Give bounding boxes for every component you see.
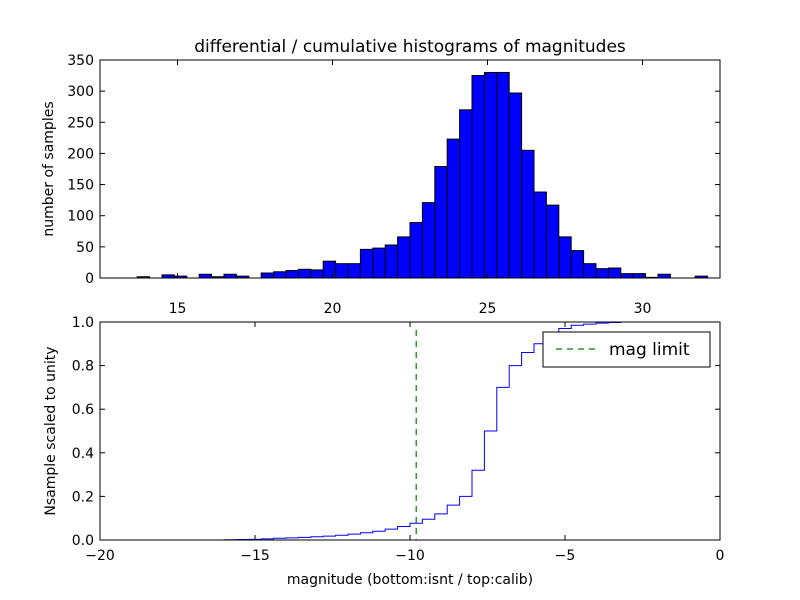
- histogram-bar: [533, 191, 547, 279]
- histogram-bar: [521, 149, 535, 279]
- bottom-y-tick-label: 1.0: [72, 315, 94, 331]
- histogram-bar: [285, 270, 299, 279]
- legend-entry-mag-limit: mag limit: [609, 340, 690, 360]
- top-y-tick-label: 200: [67, 146, 94, 162]
- histogram-bar: [372, 247, 386, 279]
- bottom-x-tick-label: −15: [240, 548, 270, 564]
- top-y-tick-label: 300: [67, 84, 94, 100]
- top-y-tick-label: 100: [67, 209, 94, 225]
- bottom-y-tick-label: 0.6: [72, 402, 94, 418]
- histogram-bar: [347, 263, 361, 279]
- histogram-bar: [558, 236, 572, 279]
- histogram-bar: [434, 166, 448, 279]
- cumulative-step-line: [100, 321, 721, 541]
- bottom-plot-frame: [99, 321, 721, 541]
- histogram-bar: [322, 260, 337, 279]
- histogram-bar: [384, 244, 399, 279]
- histogram-bar: [223, 273, 237, 279]
- histogram-bar: [260, 272, 275, 279]
- histogram-bar: [620, 273, 634, 279]
- histogram-bar: [570, 250, 585, 279]
- bottom-y-tick-label: 0.4: [72, 446, 94, 462]
- histogram-bar: [446, 138, 461, 279]
- top-y-tick-label: 50: [76, 240, 94, 256]
- histogram-bar: [409, 222, 423, 279]
- histogram-bar: [421, 202, 436, 279]
- histogram-bar: [632, 273, 647, 279]
- histogram-bars: [136, 71, 709, 279]
- histogram-bar: [459, 109, 473, 279]
- bottom-x-tick-label: −5: [555, 548, 576, 564]
- bottom-x-tick-label: −20: [85, 548, 115, 564]
- top-y-tick-label: 0: [85, 271, 94, 287]
- top-y-tick-label: 150: [67, 178, 94, 194]
- legend: mag limit: [542, 331, 711, 368]
- histogram-bar: [397, 236, 411, 279]
- histogram-bar: [607, 267, 622, 279]
- histogram-bar: [508, 92, 523, 279]
- top-x-tick-label: 20: [324, 301, 342, 317]
- histogram-bar: [496, 71, 510, 279]
- top-y-tick-label: 350: [67, 53, 94, 69]
- histogram-bar: [273, 271, 287, 279]
- bottom-y-tick-label: 0.0: [72, 533, 94, 549]
- top-histogram-panel: differential / cumulative histograms of …: [41, 37, 721, 317]
- top-x-tick-label: 30: [634, 301, 652, 317]
- bottom-y-tick-label: 0.8: [72, 359, 94, 375]
- histogram-bar: [359, 248, 374, 279]
- bottom-x-axis-label: magnitude (bottom:isnt / top:calib): [287, 572, 533, 588]
- top-x-tick-label: 25: [479, 301, 497, 317]
- histogram-bar: [471, 75, 485, 279]
- top-plot-frame: [99, 59, 721, 279]
- bottom-cumulative-panel: −20 −15 −10 −5 0 0.0 0.2 0.4 0.6 0.8 1.0 Nsample s…: [43, 315, 724, 588]
- histogram-bar: [297, 268, 312, 279]
- bottom-y-tick-label: 0.2: [72, 489, 94, 505]
- top-y-tick-label: 250: [67, 115, 94, 131]
- histogram-bar: [198, 273, 213, 279]
- histogram-bar: [483, 71, 498, 279]
- histogram-bar: [545, 204, 560, 279]
- chart-title: differential / cumulative histograms of …: [194, 37, 626, 57]
- histogram-bar: [310, 269, 324, 279]
- histogram-bar: [335, 263, 349, 279]
- bottom-y-axis-label: Nsample scaled to unity: [43, 346, 59, 515]
- bottom-x-tick-label: −10: [395, 548, 425, 564]
- histogram-bar: [657, 273, 671, 279]
- bottom-x-tick-label: 0: [716, 548, 725, 564]
- histogram-bar: [583, 263, 597, 279]
- histogram-bar: [595, 268, 609, 279]
- top-y-axis-label: number of samples: [41, 101, 57, 236]
- top-x-tick-label: 15: [169, 301, 187, 317]
